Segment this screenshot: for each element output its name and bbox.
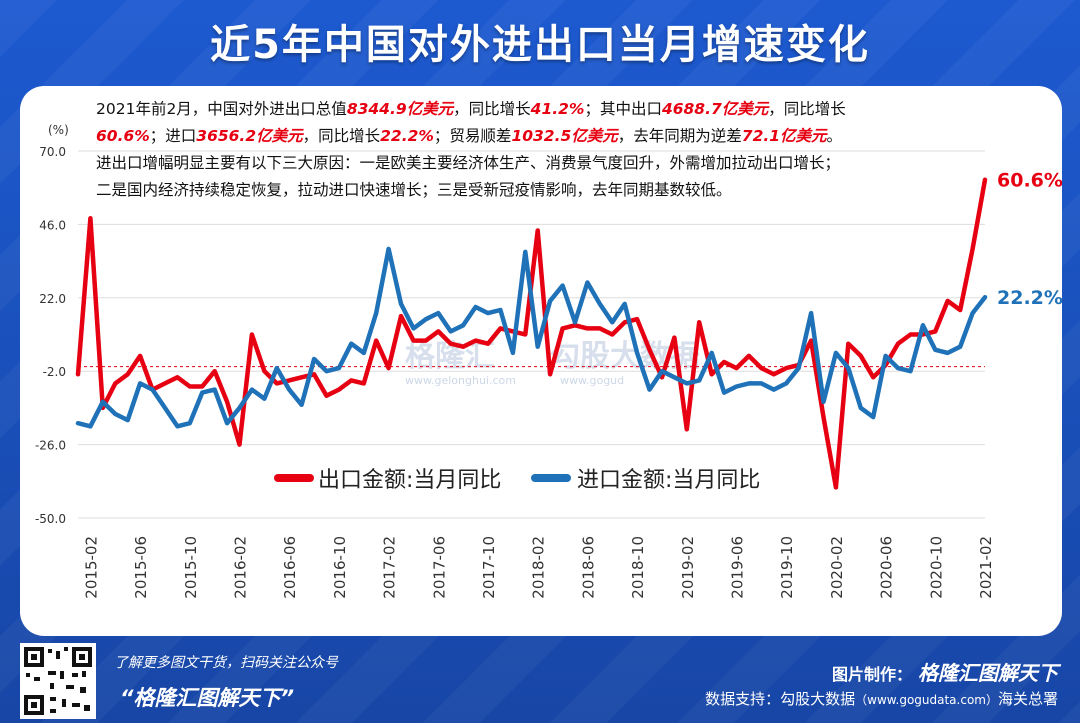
note-text: 。	[826, 127, 843, 145]
x-tick-label: 2019-06	[729, 536, 747, 599]
note-text: ，同比增长	[768, 100, 846, 118]
note-text: 2021年前2月，中国对外进出口总值	[96, 100, 347, 118]
note-line-1: 2021年前2月，中国对外进出口总值8344.9亿美元，同比增长41.2%；其中…	[96, 96, 1016, 123]
note-text: ；其中出口	[584, 100, 662, 118]
note-highlight: 3656.2亿美元	[196, 127, 303, 145]
footer-data-source: 数据支持：勾股大数据（www.gogudata.com）海关总署	[705, 688, 1058, 709]
watermark-gogu-url: www.gogud	[560, 374, 624, 387]
footer-source-url: （www.gogudata.com）	[855, 693, 998, 707]
legend-label-export: 出口金额:当月同比	[318, 468, 501, 493]
x-tick-label: 2021-02	[977, 536, 995, 599]
note-text: ，去年同期为逆差	[617, 127, 742, 145]
note-highlight: 41.2%	[530, 100, 585, 118]
legend: 出口金额:当月同比 进口金额:当月同比	[274, 468, 760, 493]
page-title: 近5年中国对外进出口当月增速变化	[210, 22, 870, 68]
x-tick-label: 2019-10	[778, 536, 796, 599]
note-text: ，同比增长	[302, 127, 381, 145]
x-tick-label: 2017-10	[480, 536, 498, 599]
note-highlight: 8344.9亿美元	[346, 100, 454, 118]
qr-code[interactable]	[20, 643, 96, 719]
watermark-gelonghui-url: www.gelonghui.com	[405, 374, 516, 387]
y-tick-label: 70.0	[39, 145, 66, 159]
x-tick-label: 2017-06	[430, 536, 448, 599]
x-tick-label: 2017-02	[381, 536, 399, 599]
note-highlight: 72.1亿美元	[741, 127, 827, 145]
summary-note: 2021年前2月，中国对外进出口总值8344.9亿美元，同比增长41.2%；其中…	[96, 96, 1016, 204]
chart-card: 格隆汇 www.gelonghui.com 勾股大数据 www.gogud 70…	[20, 86, 1062, 636]
footer-subscribe-hint: 了解更多图文干货，扫码关注公众号	[114, 655, 338, 671]
import-end-label: 22.2%	[997, 287, 1062, 309]
note-highlight: 4688.7亿美元	[661, 100, 769, 118]
x-tick-label: 2020-02	[828, 536, 846, 599]
series-end-labels: 60.6% 22.2%	[997, 170, 1062, 309]
x-tick-label: 2016-06	[281, 536, 299, 599]
x-tick-label: 2016-02	[232, 536, 250, 599]
x-tick-label: 2020-06	[878, 536, 896, 599]
y-tick-label: -50.0	[35, 512, 66, 526]
footer-producer: 图片制作： 格隆汇图解天下	[832, 657, 1058, 686]
qr-code-icon	[20, 643, 96, 719]
note-highlight: 22.2%	[380, 127, 434, 145]
footer-source-name: 勾股大数据	[780, 690, 856, 708]
y-axis-ticks: 70.0 46.0 22.0 -2.0 -26.0 -50.0	[35, 145, 66, 526]
x-tick-label: 2016-10	[331, 536, 349, 599]
note-highlight: 1032.5亿美元	[511, 127, 618, 145]
note-text: ；贸易顺差	[433, 127, 512, 145]
export-end-label: 60.6%	[997, 170, 1062, 192]
note-text: ；进口	[149, 127, 197, 145]
series-lines	[75, 177, 988, 490]
x-tick-label: 2018-06	[579, 536, 597, 599]
y-tick-label: -2.0	[43, 365, 66, 379]
footer-producer-label: 图片制作：	[831, 665, 912, 684]
x-tick-label: 2015-06	[132, 536, 150, 599]
chart-svg: 格隆汇 www.gelonghui.com 勾股大数据 www.gogud 70…	[35, 123, 1062, 599]
x-tick-label: 2015-10	[182, 536, 200, 599]
note-line-4: 二是国内经济持续稳定恢复，拉动进口快速增长；三是受新冠疫情影响，去年同期基数较低…	[96, 181, 732, 199]
y-tick-label: 46.0	[39, 218, 66, 232]
x-tick-label: 2018-02	[530, 536, 548, 599]
legend-label-import: 进口金额:当月同比	[577, 468, 760, 493]
import-series-line	[75, 246, 988, 429]
footer-producer-brand: 格隆汇图解天下	[918, 661, 1058, 685]
footer-source-label: 数据支持：	[705, 690, 781, 708]
y-tick-label: -26.0	[35, 439, 66, 453]
footer-account-name: “格隆汇图解天下”	[120, 686, 295, 710]
note-highlight: 60.6%	[96, 127, 150, 145]
grid-lines	[78, 150, 985, 519]
note-text: ，同比增长	[453, 100, 531, 118]
export-series-line	[75, 177, 988, 490]
note-line-3: 进出口增幅明显主要有以下三大原因：一是欧美主要经济体生产、消费景气度回升，外需增…	[96, 154, 841, 172]
x-tick-label: 2019-02	[679, 536, 697, 599]
x-tick-label: 2018-10	[629, 536, 647, 599]
x-tick-label: 2015-02	[82, 536, 100, 599]
y-tick-label: 22.0	[39, 292, 66, 306]
footer-source-customs: 海关总署	[997, 690, 1058, 708]
x-tick-label: 2020-10	[927, 536, 945, 599]
note-line-2: 60.6%；进口3656.2亿美元，同比增长22.2%；贸易顺差1032.5亿美…	[96, 123, 1016, 150]
y-axis-unit: (%)	[48, 123, 69, 137]
x-axis-ticks: 2015-02 2015-06 2015-10 2016-02 2016-06 2016-…	[82, 536, 995, 599]
